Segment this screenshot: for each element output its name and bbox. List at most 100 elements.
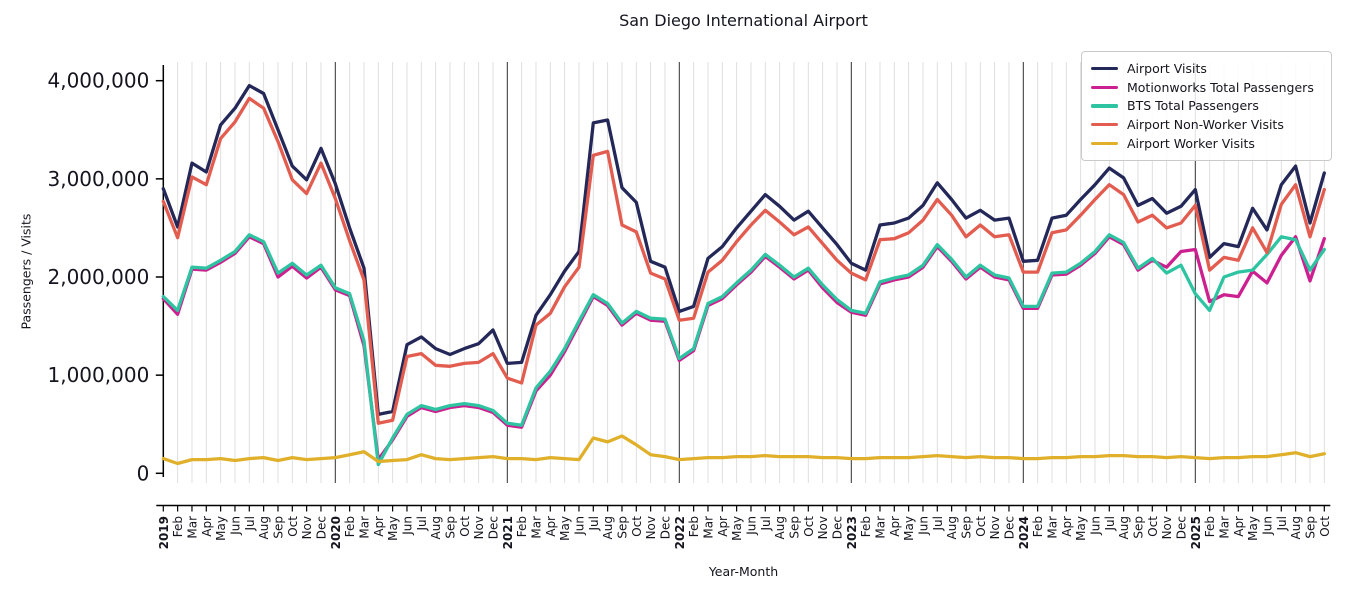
x-tick-label-month: Jun: [917, 516, 931, 536]
series-line-airport-worker-visits: [161, 434, 1326, 466]
x-tick-label-month: Aug: [601, 516, 615, 539]
x-tick-label-month: Sep: [1132, 516, 1146, 539]
legend-line-swatch: [1091, 123, 1118, 127]
x-tick-label-month: Mar: [186, 516, 200, 539]
gridlines: [177, 62, 1325, 483]
x-tick-label-month: Nov: [644, 516, 658, 539]
x-tick-label-month: May: [902, 516, 916, 541]
series-line-airport-non-worker-visits: [161, 96, 1326, 425]
x-tick-label-month: Sep: [272, 516, 286, 539]
x-tick-label-month: Sep: [788, 516, 802, 539]
x-tick-label-month: Mar: [874, 516, 888, 539]
x-tick-label-month: Sep: [960, 516, 974, 539]
x-tick-label-month: Feb: [171, 516, 185, 537]
x-tick-label-month: Apr: [372, 516, 386, 537]
x-tick-label-month: Dec: [659, 516, 673, 539]
y-tick-label: 2,000,000: [48, 265, 150, 289]
legend: Airport Visits Motionworks Total Passenge…: [1081, 51, 1332, 161]
x-tick-label-month: Feb: [515, 516, 529, 537]
x-tick-label-month: Sep: [616, 516, 630, 539]
x-tick-label-month: Apr: [1060, 516, 1074, 537]
x-tick-label-month: Oct: [1146, 516, 1160, 537]
y-tick-label: 0: [137, 461, 150, 485]
legend-line-swatch: [1091, 85, 1118, 89]
x-tick-label-month: Nov: [816, 516, 830, 539]
x-tick-label-month: Aug: [257, 516, 271, 539]
legend-line-swatch: [1091, 141, 1118, 146]
x-tick-label-month: Jun: [1089, 516, 1103, 536]
x-tick-label-month: Aug: [1117, 516, 1131, 539]
x-tick-label-month: Mar: [530, 516, 544, 539]
x-tick-label-month: Dec: [1003, 516, 1017, 539]
legend-item-1: Motionworks Total Passengers: [1091, 78, 1322, 97]
x-tick-label-month: Oct: [974, 516, 988, 537]
y-axis: 0 1,000,000 2,000,000 3,000,000 4,000,000: [48, 65, 165, 485]
x-tick-label-month: Jul: [587, 516, 601, 531]
x-tick-label-year: 2024: [1017, 516, 1031, 549]
x-tick-label-month: Dec: [315, 516, 329, 539]
x-tick-label-month: Feb: [1203, 516, 1217, 537]
x-tick-label-month: Jul: [759, 516, 773, 531]
x-tick-label-month: Apr: [200, 516, 214, 537]
x-tick-label-month: Oct: [802, 516, 816, 537]
x-tick-label-month: Jun: [1261, 516, 1275, 536]
x-tick-label-year: 2023: [845, 516, 859, 549]
x-tick-label-month: Oct: [1318, 516, 1332, 537]
series-line-bts-total-passengers: [161, 233, 1326, 467]
legend-label: Airport Worker Visits: [1127, 136, 1255, 152]
x-tick-label-month: Feb: [687, 516, 701, 537]
x-tick-label-month: May: [386, 516, 400, 541]
x-tick-label-month: Oct: [286, 516, 300, 537]
x-tick-label-month: Jun: [745, 516, 759, 536]
legend-line-swatch: [1091, 66, 1118, 71]
legend-item-2: BTS Total Passengers: [1091, 97, 1322, 116]
legend-label: Airport Non-Worker Visits: [1127, 117, 1284, 133]
x-tick-label-month: Nov: [988, 516, 1002, 539]
y-tick-label: 4,000,000: [48, 69, 150, 93]
legend-label: BTS Total Passengers: [1127, 98, 1259, 114]
x-tick-label-month: Nov: [1160, 516, 1174, 539]
x-tick-label-year: 2025: [1189, 516, 1203, 549]
x-tick-label-month: May: [1074, 516, 1088, 541]
x-tick-label-month: Mar: [702, 516, 716, 539]
x-tick-label-month: Jun: [229, 516, 243, 536]
x-tick-label-month: Nov: [472, 516, 486, 539]
x-tick-label-month: May: [558, 516, 572, 541]
legend-label: Motionworks Total Passengers: [1127, 79, 1314, 95]
legend-item-0: Airport Visits: [1091, 59, 1322, 78]
x-tick-label-month: May: [1246, 516, 1260, 541]
x-tick-label-month: Nov: [300, 516, 314, 539]
x-tick-label-month: Dec: [1175, 516, 1189, 539]
x-tick-label-year: 2022: [673, 516, 687, 549]
x-tick-label-month: Apr: [1232, 516, 1246, 537]
x-tick-label-month: Oct: [630, 516, 644, 537]
x-tick-label-month: May: [214, 516, 228, 541]
x-tick-label-month: Jul: [415, 516, 429, 531]
legend-item-4: Airport Worker Visits: [1091, 134, 1322, 153]
y-axis-title: Passengers / Visits: [18, 213, 34, 330]
x-tick-label-month: Jun: [401, 516, 415, 536]
x-tick-label-month: Dec: [487, 516, 501, 539]
x-tick-label-month: Jul: [1103, 516, 1117, 531]
legend-label: Airport Visits: [1127, 60, 1207, 76]
x-axis-title: Year-Month: [708, 564, 779, 579]
series-line-airport-visits: [161, 83, 1326, 417]
x-axis: 2019 Feb Mar Apr May Jun Jul Aug Sep Oct Nov Dec 202…: [156, 504, 1332, 549]
legend-item-3: Airport Non-Worker Visits: [1091, 115, 1322, 134]
x-tick-label-month: Jun: [573, 516, 587, 536]
y-tick-label: 3,000,000: [48, 167, 150, 191]
x-tick-label-month: May: [730, 516, 744, 541]
series-line-motionworks-total-passengers: [161, 235, 1326, 462]
x-tick-label-month: Mar: [358, 516, 372, 539]
x-tick-label-month: Jul: [1275, 516, 1289, 531]
x-tick-label-month: Mar: [1046, 516, 1060, 539]
x-tick-label-month: Sep: [1304, 516, 1318, 539]
x-tick-label-month: Jul: [243, 516, 257, 531]
x-tick-label-month: Apr: [544, 516, 558, 537]
x-tick-label-month: Aug: [945, 516, 959, 539]
x-tick-label-month: Aug: [1289, 516, 1303, 539]
x-tick-label-month: Apr: [888, 516, 902, 537]
x-tick-label-month: Jul: [931, 516, 945, 531]
